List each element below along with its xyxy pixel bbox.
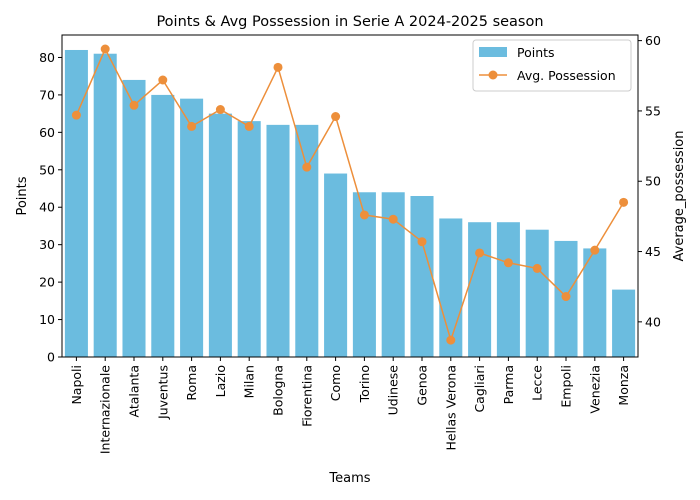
right-tick-label: 55 <box>645 103 661 118</box>
left-tick-label: 40 <box>39 200 55 215</box>
bars-layer <box>64 49 636 358</box>
x-axis: Napoli Internazionale Atalanta Juventus Roma… <box>69 357 631 454</box>
legend-box <box>472 39 632 92</box>
right-axis: 40 45 50 55 60 <box>638 33 661 329</box>
chart-title: Points & Avg Possession in Serie A 2024-… <box>156 14 543 30</box>
x-tick-label: Bologna <box>271 365 286 416</box>
left-tick-label: 60 <box>39 125 55 140</box>
y-axis-label-right: Average_possession <box>672 131 687 262</box>
bar <box>64 49 88 357</box>
bar <box>583 248 607 357</box>
plot-frame <box>61 34 639 358</box>
left-axis: 0 10 20 30 40 50 60 70 80 <box>39 50 62 365</box>
x-tick-label: Torino <box>357 365 372 403</box>
possession-point <box>158 75 168 85</box>
possession-point <box>215 105 225 115</box>
left-tick-label: 20 <box>39 275 55 290</box>
bar <box>93 53 117 357</box>
x-tick-label: Parma <box>501 365 516 404</box>
bar <box>381 192 405 357</box>
bar <box>612 289 636 357</box>
possession-point <box>331 112 341 122</box>
x-tick-label: Como <box>328 365 343 401</box>
bar <box>208 113 232 357</box>
x-tick-label: Atalanta <box>127 365 142 418</box>
possession-point <box>503 258 513 268</box>
possession-point <box>302 162 312 172</box>
bar <box>468 222 492 357</box>
x-tick-label: Napoli <box>69 365 84 405</box>
x-tick-label: Milan <box>242 365 257 398</box>
bar <box>352 192 376 357</box>
x-tick-label: Empoli <box>559 365 574 408</box>
possession-point <box>244 121 254 131</box>
possession-point <box>561 292 571 302</box>
bar <box>496 222 520 357</box>
line-layer <box>71 44 629 345</box>
possession-point <box>590 245 600 255</box>
x-tick-label: Roma <box>184 365 199 401</box>
bar <box>295 124 319 357</box>
bar <box>122 79 146 358</box>
possession-point <box>100 44 110 54</box>
legend: Points Avg. Possession <box>472 39 632 92</box>
right-tick-label: 50 <box>645 174 661 189</box>
x-tick-label: Fiorentina <box>299 365 314 427</box>
possession-point <box>71 110 81 120</box>
left-tick-label: 30 <box>39 237 55 252</box>
left-tick-label: 50 <box>39 162 55 177</box>
legend-label-points: Points <box>517 45 555 60</box>
possession-point <box>446 335 456 345</box>
bar <box>237 121 261 358</box>
left-tick-label: 70 <box>39 87 55 102</box>
possession-point <box>417 237 427 247</box>
right-tick-label: 45 <box>645 244 661 259</box>
x-axis-label: Teams <box>328 471 370 486</box>
x-tick-label: Lazio <box>213 365 228 397</box>
bar <box>410 196 434 357</box>
left-tick-label: 0 <box>47 350 55 365</box>
bar <box>266 124 290 357</box>
possession-point <box>619 197 629 207</box>
x-tick-label: Juventus <box>155 365 170 420</box>
legend-swatch-marker <box>488 70 498 80</box>
possession-point <box>532 263 542 273</box>
possession-point <box>359 210 369 220</box>
x-tick-label: Hellas Verona <box>443 365 458 451</box>
right-tick-label: 40 <box>645 314 661 329</box>
legend-label-possession: Avg. Possession <box>517 68 616 83</box>
left-tick-label: 80 <box>39 50 55 65</box>
left-tick-label: 10 <box>39 312 55 327</box>
possession-point <box>273 62 283 72</box>
bar <box>324 173 348 357</box>
x-tick-label: Venezia <box>587 365 602 414</box>
x-tick-label: Genoa <box>415 365 430 406</box>
possession-point <box>129 100 139 110</box>
bar <box>525 229 549 357</box>
x-tick-label: Cagliari <box>472 365 487 413</box>
legend-swatch-points <box>479 47 507 57</box>
x-tick-label: Monza <box>616 365 631 406</box>
possession-point <box>475 248 485 258</box>
y-axis-label-left: Points <box>15 176 30 215</box>
right-tick-label: 60 <box>645 33 661 48</box>
possession-line <box>75 47 625 343</box>
bar <box>180 98 204 358</box>
possession-point <box>388 214 398 224</box>
x-tick-label: Lecce <box>530 365 545 401</box>
possession-point <box>187 121 197 131</box>
bar <box>151 94 175 357</box>
x-tick-label: Internazionale <box>98 365 113 454</box>
x-tick-label: Udinese <box>386 365 401 416</box>
